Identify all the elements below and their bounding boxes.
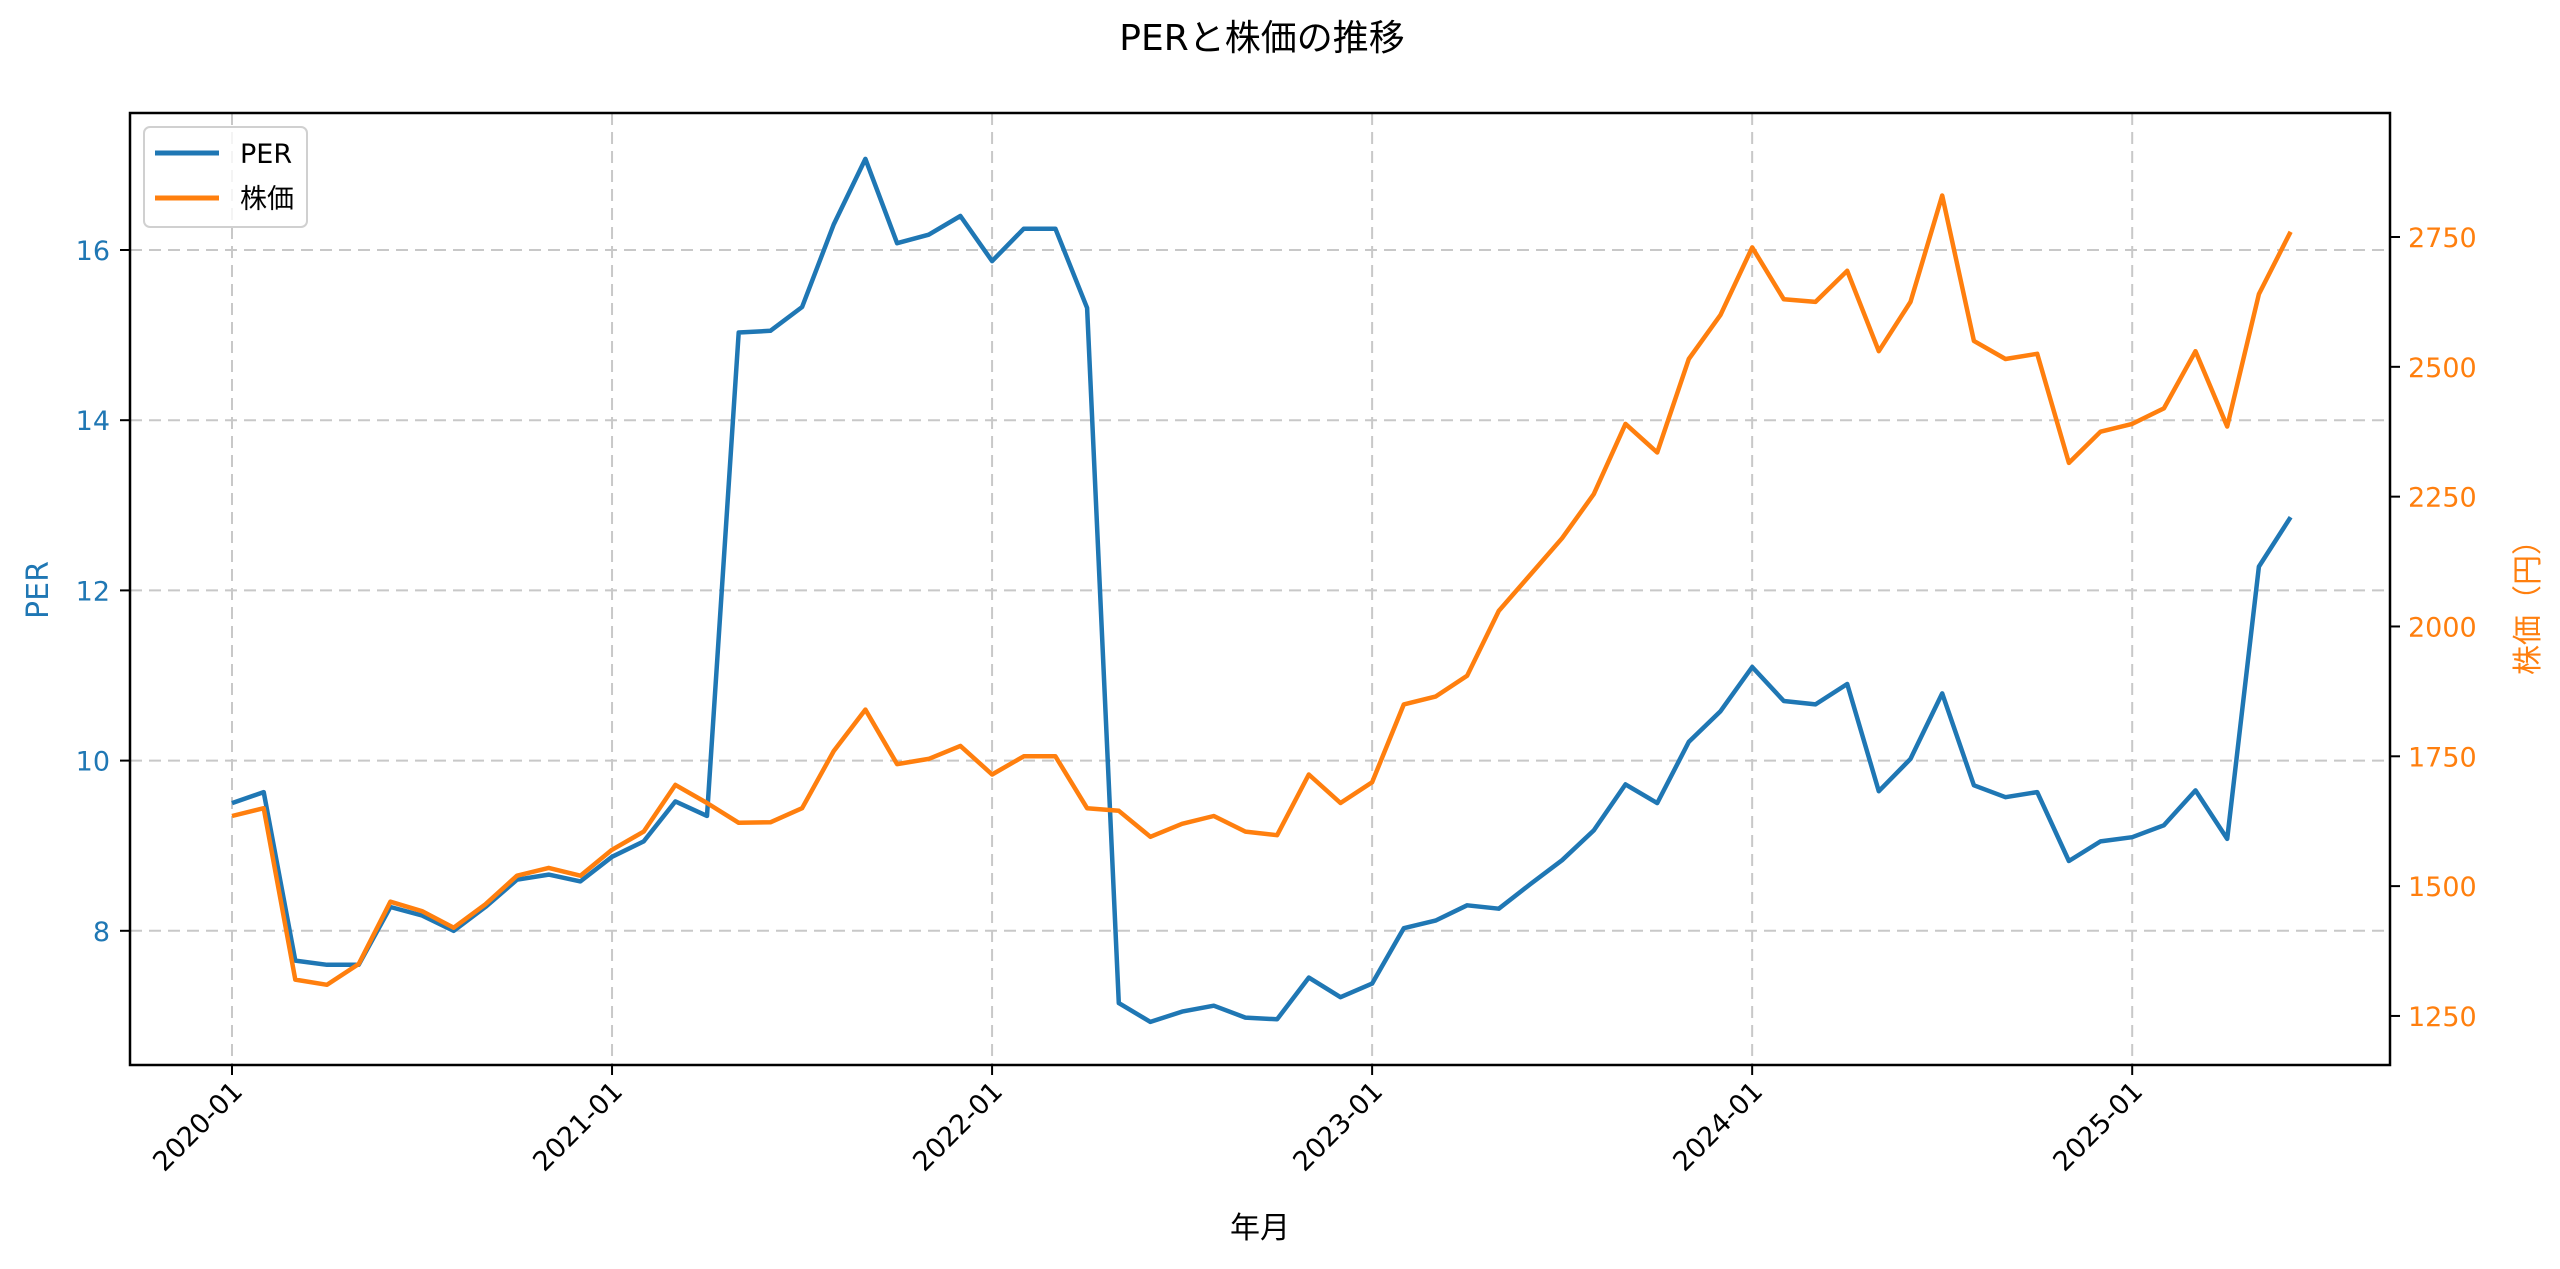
y-tick-label-right: 2000: [2408, 612, 2477, 643]
y-tick-label-left: 8: [93, 917, 110, 948]
legend-label-per: PER: [240, 139, 292, 170]
y-axis-label-right: 株価（円）: [2511, 525, 2546, 675]
x-axis: 2020-01 2021-01 2022-01 2023-01 2024-01 2025-…: [147, 1065, 2149, 1178]
right-y-axis: 1250 1500 1750 2000 2250 2500 2750: [2390, 223, 2477, 1033]
x-tick-label: 2023-01: [1287, 1076, 1389, 1178]
x-axis-label: 年月: [1230, 1211, 1290, 1246]
y-tick-label-left: 12: [76, 576, 110, 607]
price-line: [231, 193, 2293, 988]
y-tick-label-right: 2250: [2408, 483, 2477, 514]
plot-area: [231, 156, 2293, 1025]
x-tick-label: 2025-01: [2047, 1076, 2149, 1178]
y-tick-label-right: 1500: [2408, 872, 2477, 903]
x-tick-label: 2020-01: [147, 1076, 249, 1178]
y-tick-label-right: 1750: [2408, 742, 2477, 773]
y-tick-label-right: 1250: [2408, 1002, 2477, 1033]
y-axis-label-left: PER: [21, 561, 56, 619]
x-tick-label: 2024-01: [1667, 1076, 1769, 1178]
x-tick-label: 2022-01: [907, 1076, 1009, 1178]
legend: PER 株価: [143, 126, 308, 228]
y-tick-label-left: 10: [76, 747, 110, 778]
x-tick-label: 2021-01: [527, 1076, 629, 1178]
y-tick-label-left: 14: [76, 406, 110, 437]
grid-lines: [130, 113, 2390, 1065]
chart-title: PERと株価の推移: [1119, 18, 1404, 59]
legend-label-price: 株価: [240, 184, 294, 215]
left-y-axis: 8 10 12 14 16: [76, 236, 130, 948]
y-tick-label-left: 16: [76, 236, 110, 267]
y-tick-label-right: 2500: [2408, 353, 2477, 384]
axes-frame: [128, 111, 2392, 1067]
per-line: [231, 156, 2293, 1025]
y-tick-label-right: 2750: [2408, 223, 2477, 254]
